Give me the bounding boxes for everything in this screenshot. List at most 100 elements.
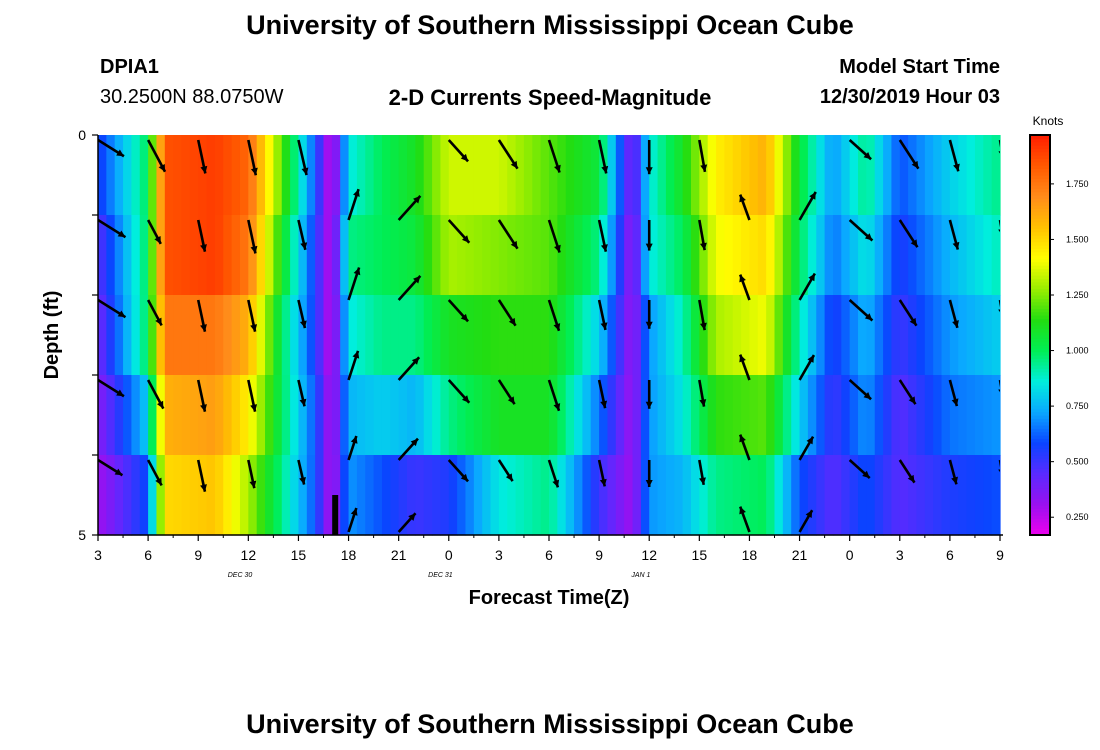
x-tick-label: 18 xyxy=(742,547,758,563)
colorbar-segment xyxy=(1030,481,1050,486)
heatmap-cell xyxy=(741,215,751,296)
current-vector xyxy=(397,437,419,461)
current-vector xyxy=(898,139,920,170)
heatmap-cell xyxy=(582,215,592,296)
heatmap-cell xyxy=(607,375,617,456)
heatmap-cell xyxy=(749,215,759,296)
heatmap-cell xyxy=(599,135,609,216)
colorbar-segment xyxy=(1030,335,1050,339)
heatmap-cell xyxy=(532,375,542,456)
heatmap-cell xyxy=(724,375,734,456)
current-vector xyxy=(297,139,309,176)
heatmap-cell xyxy=(699,135,709,216)
heatmap-cell xyxy=(807,455,817,536)
heatmap-cell xyxy=(924,375,934,456)
colorbar-segment xyxy=(1030,325,1050,329)
heatmap-cell xyxy=(181,375,191,456)
heatmap-cell xyxy=(599,215,609,296)
heatmap-cell xyxy=(699,295,709,376)
current-vector xyxy=(948,299,959,329)
colorbar-segment xyxy=(1030,435,1050,439)
x-tick-label: 21 xyxy=(792,547,808,563)
heatmap-cell xyxy=(482,375,492,456)
heatmap-cell xyxy=(640,135,650,216)
heatmap-cell xyxy=(824,455,834,536)
heatmap-cell xyxy=(682,295,692,376)
heatmap-cell xyxy=(966,215,976,296)
heatmap-cell xyxy=(791,295,801,376)
heatmap-cell xyxy=(407,215,416,296)
heatmap-cell xyxy=(632,295,642,376)
footer-title: University of Southern Mississippi Ocean… xyxy=(246,709,854,739)
heatmap-cell xyxy=(98,215,107,296)
heatmap-cell xyxy=(423,215,433,296)
heatmap-cell xyxy=(574,295,584,376)
heatmap-cell xyxy=(123,215,133,296)
heatmap-cell xyxy=(699,455,709,536)
heatmap-cell xyxy=(206,455,216,536)
heatmap-cell xyxy=(774,295,784,376)
colorbar-segment xyxy=(1030,241,1050,246)
current-vector xyxy=(645,220,653,251)
colorbar-segment xyxy=(1030,351,1050,356)
heatmap-cell xyxy=(507,295,517,376)
colorbar-segment xyxy=(1030,448,1050,453)
heatmap-cell xyxy=(916,455,926,536)
x-tick-label: 18 xyxy=(341,547,357,563)
heatmap-cell xyxy=(590,295,600,376)
colorbar-segment xyxy=(1030,368,1050,373)
heatmap-cell xyxy=(674,455,684,536)
heatmap-cell xyxy=(298,295,308,376)
current-vector xyxy=(397,512,417,533)
current-vector xyxy=(645,460,653,487)
heatmap-cell xyxy=(632,215,642,296)
heatmap-cell xyxy=(256,375,266,456)
heatmap-cell xyxy=(799,215,809,296)
current-vector xyxy=(597,219,608,252)
heatmap-cell xyxy=(782,215,792,296)
heatmap-cell xyxy=(883,455,893,536)
heatmap-cell xyxy=(849,375,859,456)
heatmap-cell xyxy=(816,375,826,456)
colorbar-segment xyxy=(1030,401,1050,406)
heatmap-cell xyxy=(582,455,592,536)
colorbar-segment xyxy=(1030,248,1050,253)
heatmap-cell xyxy=(841,215,851,296)
heatmap-cell xyxy=(407,295,416,376)
heatmap-cell xyxy=(432,455,442,536)
colorbar-segment xyxy=(1030,271,1050,276)
heatmap-cell xyxy=(189,455,199,536)
current-vector xyxy=(247,219,258,254)
heatmap-cell xyxy=(131,455,141,536)
colorbar-segment xyxy=(1030,191,1050,196)
heatmap-cell xyxy=(448,375,458,456)
x-tick-label: 9 xyxy=(194,547,202,563)
heatmap-cell xyxy=(690,135,700,216)
heatmap-cell xyxy=(891,455,901,536)
heatmap-cell xyxy=(407,455,416,536)
heatmap-cell xyxy=(866,375,876,456)
heatmap-cell xyxy=(498,295,508,376)
colorbar-segment xyxy=(1030,261,1050,266)
colorbar-segment xyxy=(1030,341,1050,346)
current-vector xyxy=(347,507,358,533)
heatmap-cell xyxy=(549,375,558,456)
heatmap-cell xyxy=(649,295,659,376)
heatmap-cell xyxy=(348,135,358,216)
heatmap-cell xyxy=(749,455,759,536)
heatmap-cell xyxy=(632,455,642,536)
heatmap-cell xyxy=(323,295,333,376)
heatmap-cell xyxy=(640,375,650,456)
heatmap-cell xyxy=(549,135,558,216)
colorbar-segment xyxy=(1030,298,1050,303)
y-axis-title: Depth (ft) xyxy=(41,291,63,380)
heatmap-cell xyxy=(766,375,776,456)
heatmap-cell xyxy=(114,455,124,536)
heatmap-cell xyxy=(365,375,375,456)
heatmap-cell xyxy=(832,295,842,376)
heatmap-cell xyxy=(156,295,166,376)
colorbar-segment xyxy=(1030,275,1050,279)
heatmap-cell xyxy=(624,455,634,536)
heatmap-cell xyxy=(273,455,283,536)
heatmap-cell xyxy=(214,455,224,536)
